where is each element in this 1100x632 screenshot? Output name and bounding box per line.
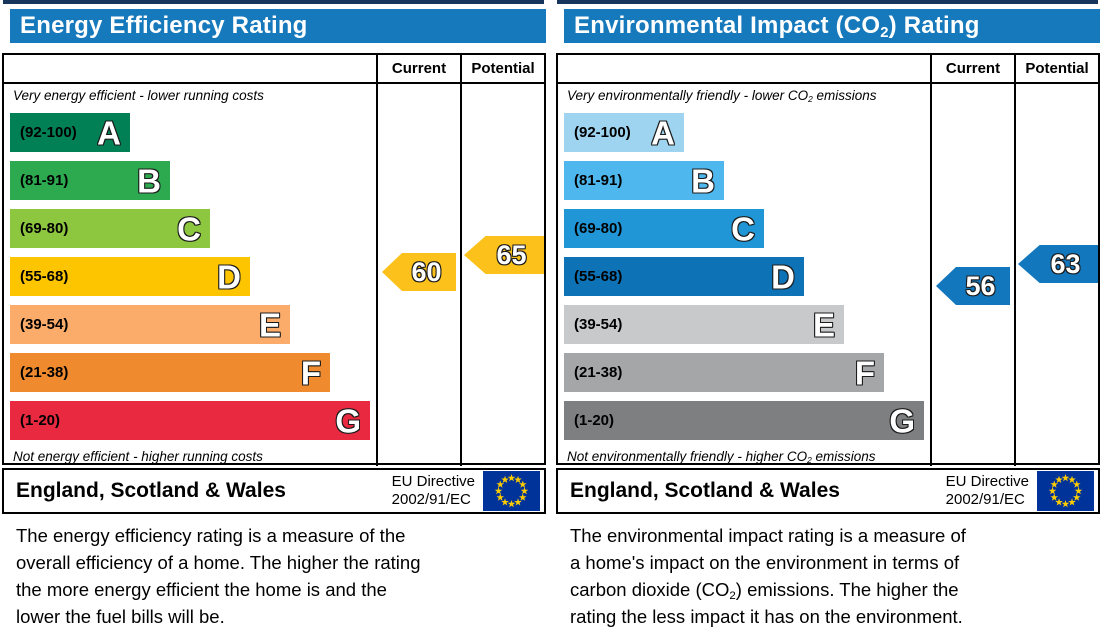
band-grade-letter: C xyxy=(731,210,755,247)
current-rating-arrow: 56 xyxy=(936,267,1010,305)
rating-band-b: (81-91) B xyxy=(10,161,170,200)
potential-rating-value: 63 xyxy=(1050,248,1081,279)
panel-top-line xyxy=(557,0,1098,4)
band-grade-letter: F xyxy=(854,354,875,391)
potential-rating-arrow: 65 xyxy=(464,236,544,274)
band-grade-letter: F xyxy=(300,354,321,391)
band-range-label: (1-20) xyxy=(20,412,61,429)
band-range-label: (81-91) xyxy=(574,172,623,189)
rating-band-d: (55-68) D xyxy=(10,257,250,296)
band-range-label: (69-80) xyxy=(574,220,623,237)
column-header-current: Current xyxy=(930,55,1014,84)
rating-band-c: (69-80) C xyxy=(10,209,210,248)
band-grade-letter: A xyxy=(97,114,121,151)
band-grade-letter: C xyxy=(177,210,201,247)
bottom-caption: Not environmentally friendly - higher CO… xyxy=(567,449,876,466)
potential-rating-arrow: 63 xyxy=(1018,245,1098,283)
eu-directive-label: EU Directive 2002/91/EC xyxy=(391,473,475,508)
rating-band-c: (69-80) C xyxy=(564,209,764,248)
panel-title-bar: Energy Efficiency Rating xyxy=(10,9,546,43)
rating-band-f: (21-38) F xyxy=(564,353,884,392)
potential-rating-column: 63 xyxy=(1014,84,1098,466)
potential-rating-column: 65 xyxy=(460,84,544,466)
band-range-label: (92-100) xyxy=(20,124,77,141)
band-grade-letter: E xyxy=(258,306,281,343)
bottom-caption: Not energy efficient - higher running co… xyxy=(13,449,263,464)
environmental-impact-panel: Environmental Impact (CO2) Rating Curren… xyxy=(556,0,1100,632)
current-rating-arrow: 60 xyxy=(382,253,456,291)
band-range-label: (39-54) xyxy=(574,316,623,333)
band-range-label: (21-38) xyxy=(20,364,69,381)
band-grade-letter: G xyxy=(335,402,361,439)
current-rating-value: 56 xyxy=(965,270,996,301)
energy-efficiency-panel: Energy Efficiency Rating Current Potenti… xyxy=(2,0,546,632)
current-rating-value: 60 xyxy=(411,256,442,287)
band-range-label: (81-91) xyxy=(20,172,69,189)
eu-directive-label: EU Directive 2002/91/EC xyxy=(945,473,1029,508)
rating-band-b: (81-91) B xyxy=(564,161,724,200)
rating-table: Current Potential Very environmentally f… xyxy=(556,53,1100,466)
panel-title: Energy Efficiency Rating xyxy=(20,12,308,39)
panel-title: Environmental Impact (CO2) Rating xyxy=(574,12,980,42)
rating-bands-area: Very energy efficient - lower running co… xyxy=(4,84,376,466)
rating-band-e: (39-54) E xyxy=(564,305,844,344)
current-rating-column: 60 xyxy=(376,84,460,466)
eu-flag-icon xyxy=(1037,471,1094,511)
top-caption: Very energy efficient - lower running co… xyxy=(13,88,264,103)
band-grade-letter: A xyxy=(651,114,675,151)
band-grade-letter: B xyxy=(137,162,161,199)
band-grade-letter: D xyxy=(771,258,795,295)
region-label: England, Scotland & Wales xyxy=(16,479,286,502)
region-label: England, Scotland & Wales xyxy=(570,479,840,502)
rating-band-a: (92-100) A xyxy=(564,113,684,152)
band-range-label: (39-54) xyxy=(20,316,69,333)
footer-bar: England, Scotland & Wales EU Directive 20… xyxy=(556,468,1100,514)
band-column-header xyxy=(558,55,930,84)
rating-bands-area: Very environmentally friendly - lower CO… xyxy=(558,84,930,466)
potential-rating-value: 65 xyxy=(496,239,527,270)
panel-description: The environmental impact rating is a mea… xyxy=(570,525,966,627)
panel-description: The energy efficiency rating is a measur… xyxy=(16,525,421,627)
rating-band-e: (39-54) E xyxy=(10,305,290,344)
band-range-label: (69-80) xyxy=(20,220,69,237)
rating-band-g: (1-20) G xyxy=(10,401,370,440)
band-grade-letter: G xyxy=(889,402,915,439)
rating-table: Current Potential Very energy efficient … xyxy=(2,53,546,466)
rating-band-g: (1-20) G xyxy=(564,401,924,440)
footer-bar: England, Scotland & Wales EU Directive 20… xyxy=(2,468,546,514)
eu-flag-icon xyxy=(483,471,540,511)
column-header-potential: Potential xyxy=(1014,55,1098,84)
band-range-label: (1-20) xyxy=(574,412,615,429)
band-range-label: (92-100) xyxy=(574,124,631,141)
column-header-potential: Potential xyxy=(460,55,544,84)
band-range-label: (55-68) xyxy=(20,268,69,285)
panel-top-line xyxy=(3,0,544,4)
rating-band-d: (55-68) D xyxy=(564,257,804,296)
band-grade-letter: B xyxy=(691,162,715,199)
top-caption: Very environmentally friendly - lower CO… xyxy=(567,88,877,105)
rating-band-a: (92-100) A xyxy=(10,113,130,152)
panel-title-bar: Environmental Impact (CO2) Rating xyxy=(564,9,1100,43)
band-range-label: (21-38) xyxy=(574,364,623,381)
band-column-header xyxy=(4,55,376,84)
band-grade-letter: E xyxy=(812,306,835,343)
band-range-label: (55-68) xyxy=(574,268,623,285)
rating-band-f: (21-38) F xyxy=(10,353,330,392)
column-header-current: Current xyxy=(376,55,460,84)
current-rating-column: 56 xyxy=(930,84,1014,466)
band-grade-letter: D xyxy=(217,258,241,295)
